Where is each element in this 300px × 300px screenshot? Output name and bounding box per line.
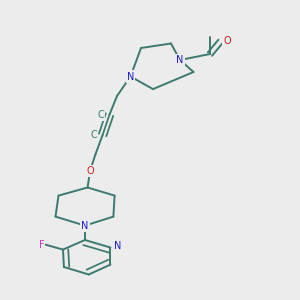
Text: F: F xyxy=(39,239,44,250)
Text: N: N xyxy=(176,55,184,65)
Text: O: O xyxy=(86,166,94,176)
Text: C: C xyxy=(90,130,97,140)
Text: C: C xyxy=(97,110,104,120)
Text: O: O xyxy=(223,36,231,46)
Text: N: N xyxy=(81,220,88,231)
Text: N: N xyxy=(114,241,122,251)
Text: N: N xyxy=(127,71,134,82)
